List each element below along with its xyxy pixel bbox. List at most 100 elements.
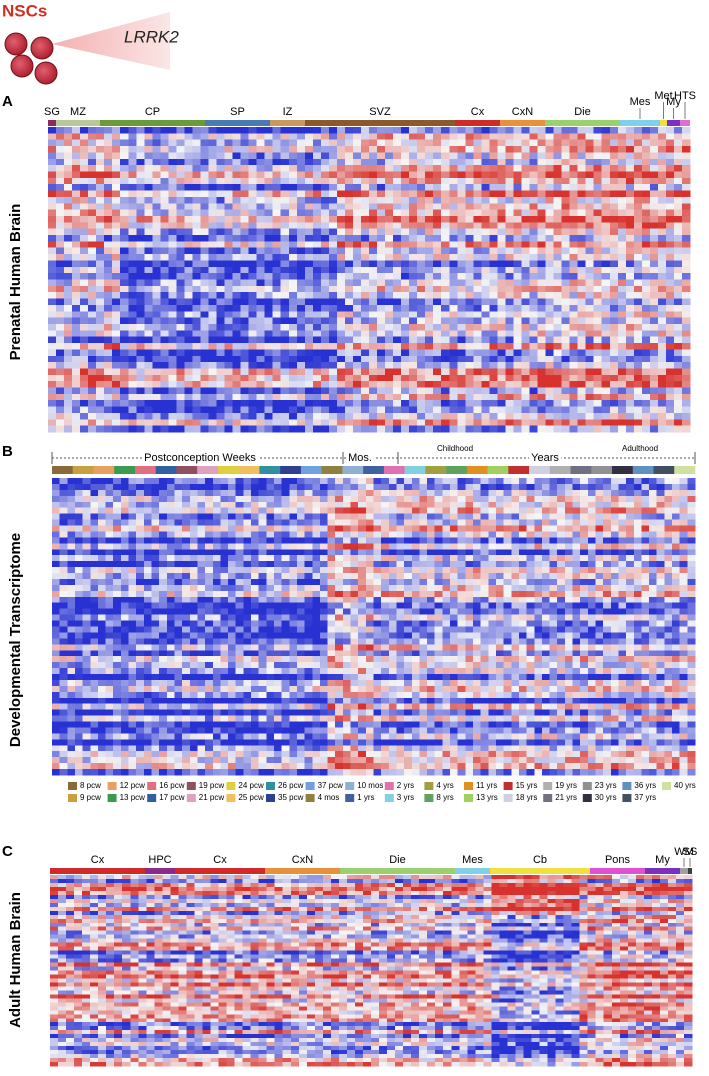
heatmap-cell <box>401 305 409 312</box>
heatmap-cell <box>473 305 481 312</box>
heatmap-cell <box>337 210 345 217</box>
heatmap-cell <box>273 394 281 401</box>
heatmap-cell <box>257 254 265 261</box>
heatmap-cell <box>220 531 228 537</box>
heatmap-cell <box>168 407 176 414</box>
heatmap-cell <box>152 478 160 484</box>
heatmap-cell <box>377 362 385 369</box>
heatmap-cell <box>90 496 98 502</box>
heatmap-cell <box>465 549 473 555</box>
heatmap-cell <box>634 537 642 543</box>
heatmap-cell <box>329 388 337 395</box>
heatmap-cell <box>80 413 88 420</box>
heatmap-cell <box>489 381 497 388</box>
heatmap-cell <box>329 248 337 255</box>
heatmap-cell <box>120 191 128 198</box>
heatmap-cell <box>257 407 265 414</box>
heatmap-cell <box>241 299 249 306</box>
heatmap-cell <box>184 299 192 306</box>
heatmap-cell <box>167 531 175 537</box>
heatmap-cell <box>233 343 241 350</box>
heatmap-cell <box>425 178 433 185</box>
heatmap-cell <box>168 222 176 229</box>
heatmap-cell <box>353 210 361 217</box>
heatmap-cell <box>213 484 221 490</box>
heatmap-cell <box>361 299 369 306</box>
heatmap-cell <box>586 368 594 375</box>
heatmap-cell <box>160 241 168 248</box>
heatmap-cell <box>602 254 610 261</box>
heatmap-cell <box>128 280 136 287</box>
heatmap-cell <box>550 526 558 532</box>
heatmap-cell <box>562 222 570 229</box>
heatmap-cell <box>417 203 425 210</box>
heatmap-cell <box>505 299 513 306</box>
heatmap-cell <box>465 337 473 344</box>
heatmap-cell <box>297 484 305 490</box>
heatmap-cell <box>642 375 650 382</box>
heatmap-cell <box>281 286 289 293</box>
heatmap-cell <box>682 286 690 293</box>
age-bar <box>218 466 239 474</box>
heatmap-cell <box>289 407 297 414</box>
heatmap-cell <box>217 133 225 140</box>
heatmap-cell <box>305 305 313 312</box>
heatmap-cell <box>184 381 192 388</box>
heatmap-cell <box>289 165 297 172</box>
heatmap-cell <box>192 216 200 223</box>
heatmap-cell <box>530 248 538 255</box>
heatmap-cell <box>602 184 610 191</box>
heatmap-cell <box>578 184 586 191</box>
heatmap-cell <box>658 426 666 433</box>
heatmap-cell <box>305 260 313 267</box>
heatmap-cell <box>465 127 473 134</box>
age-bar <box>384 466 405 474</box>
heatmap-cell <box>521 133 529 140</box>
heatmap-cell <box>52 520 60 526</box>
heatmap-cell <box>554 362 562 369</box>
heatmap-cell <box>530 216 538 223</box>
heatmap-cell <box>241 426 249 433</box>
heatmap-cell <box>586 267 594 274</box>
heatmap-cell <box>112 394 120 401</box>
heatmap-cell <box>160 273 168 280</box>
heatmap-cell <box>104 292 112 299</box>
heatmap-cell <box>374 490 382 496</box>
heatmap-cell <box>658 324 666 331</box>
heatmap-cell <box>104 318 112 325</box>
heatmap-cell <box>273 260 281 267</box>
heatmap-cell <box>274 549 282 555</box>
heatmap-cell <box>366 502 374 508</box>
heatmap-cell <box>241 229 249 236</box>
heatmap-cell <box>160 413 168 420</box>
heatmap-cell <box>160 343 168 350</box>
heatmap-cell <box>538 146 546 153</box>
heatmap-cell <box>580 490 588 496</box>
heatmap-cell <box>554 356 562 363</box>
heatmap-cell <box>374 484 382 490</box>
heatmap-cell <box>273 330 281 337</box>
heatmap-cell <box>610 426 618 433</box>
heatmap-cell <box>680 502 688 508</box>
heatmap-cell <box>626 478 634 484</box>
heatmap-cell <box>505 388 513 395</box>
heatmap-cell <box>546 241 554 248</box>
heatmap-cell <box>345 260 353 267</box>
heatmap-cell <box>401 159 409 166</box>
heatmap-cell <box>217 318 225 325</box>
heatmap-cell <box>521 140 529 147</box>
heatmap-cell <box>554 184 562 191</box>
heatmap-cell <box>120 407 128 414</box>
heatmap-cell <box>409 229 417 236</box>
heatmap-cell <box>182 490 190 496</box>
heatmap-cell <box>83 490 91 496</box>
heatmap-cell <box>586 254 594 261</box>
cell <box>35 62 57 84</box>
heatmap-cell <box>473 337 481 344</box>
heatmap-cell <box>321 292 329 299</box>
heatmap-cell <box>538 267 546 274</box>
heatmap-cell <box>504 537 512 543</box>
heatmap-cell <box>160 280 168 287</box>
heatmap-cell <box>618 292 626 299</box>
heatmap-cell <box>104 165 112 172</box>
